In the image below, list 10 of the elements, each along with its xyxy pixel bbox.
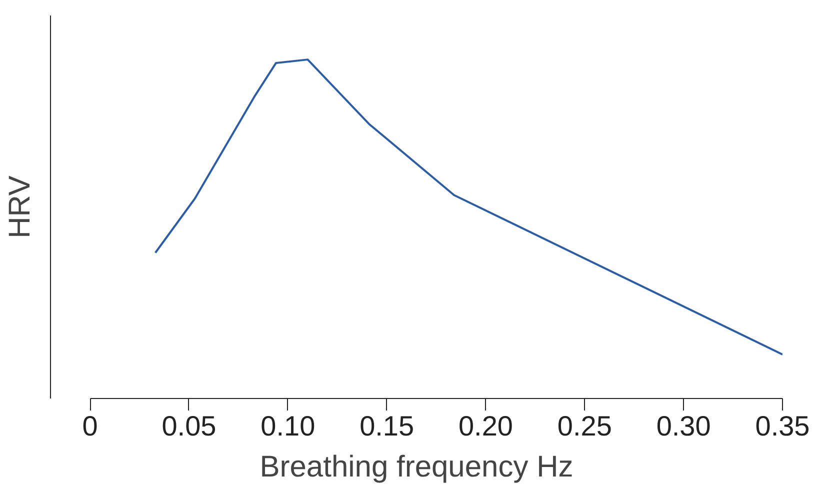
y-axis-title: HRV [4,176,36,238]
x-tick-label: 0 [82,410,98,442]
x-axis-title: Breathing frequency Hz [260,450,574,484]
x-tick-label: 0.15 [360,410,414,442]
x-tick-label: 0.20 [458,410,513,442]
x-tick-label: 0.10 [260,410,316,442]
x-tick-label: 0.35 [755,410,810,442]
x-tick-label: 0.25 [557,410,612,442]
x-tick-label: 0.05 [162,410,216,442]
x-tick-label: 0.30 [656,410,711,442]
